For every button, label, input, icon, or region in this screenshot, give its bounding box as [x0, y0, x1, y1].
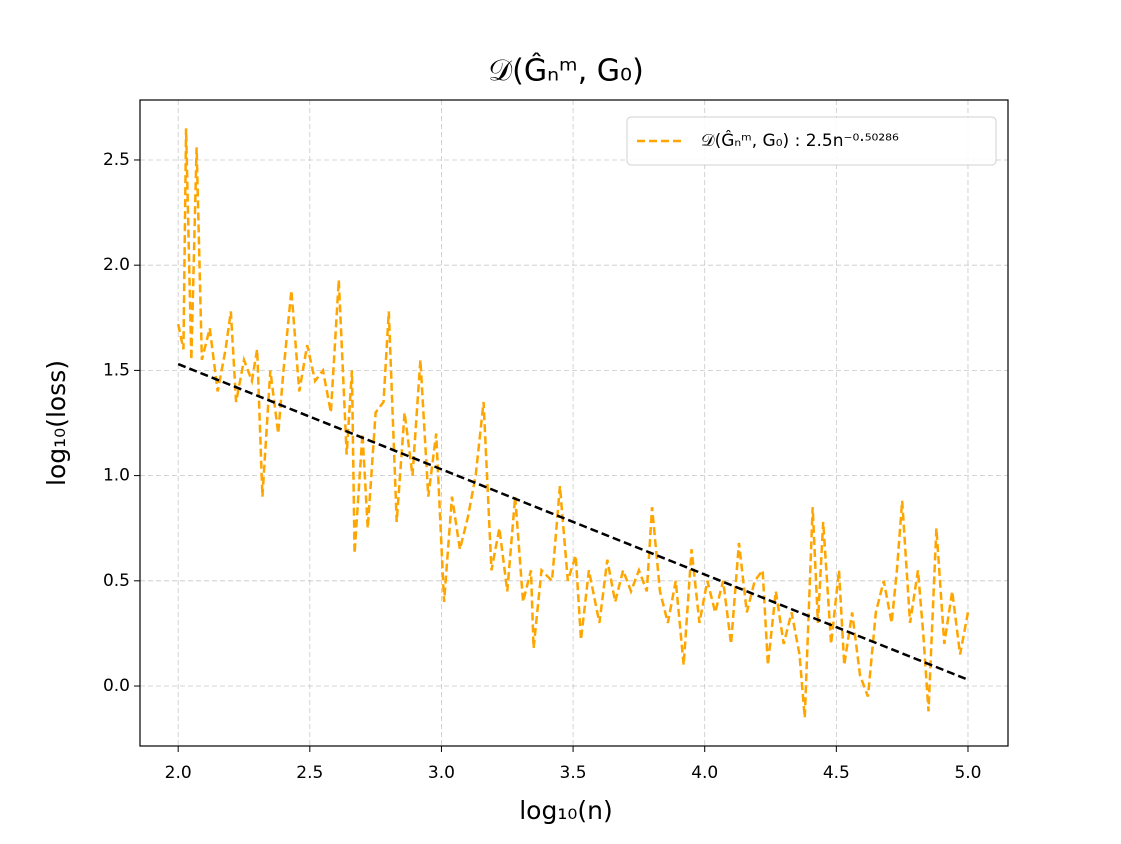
x-axis-label: log₁₀(n)	[519, 796, 613, 825]
x-tick-label: 2.5	[296, 763, 323, 783]
x-tick-label: 3.0	[428, 763, 455, 783]
data-line	[176, 128, 970, 718]
y-tick-label: 1.5	[103, 360, 130, 380]
chart-title: 𝒟(Ĝₙᵐ, G₀)	[488, 52, 644, 89]
x-tick-label: 3.5	[560, 763, 587, 783]
y-tick-label: 1.0	[103, 466, 130, 486]
plot-frame	[139, 99, 1009, 747]
y-tick-label: 0.0	[103, 676, 130, 696]
x-tick-label: 2.0	[165, 763, 192, 783]
x-tick-label: 4.0	[691, 763, 718, 783]
legend-label: 𝒟(Ĝₙᵐ, G₀) : 2.5n⁻⁰·⁵⁰²⁸⁶	[701, 129, 899, 151]
y-axis-label: log₁₀(loss)	[42, 360, 71, 486]
x-tick-label: 5.0	[954, 763, 981, 783]
y-tick-label: 0.5	[103, 571, 130, 591]
y-tick-label: 2.0	[103, 255, 130, 275]
legend-box	[626, 116, 997, 166]
x-tick-label: 4.5	[823, 763, 850, 783]
fit-line	[177, 362, 969, 681]
y-tick-label: 2.5	[103, 150, 130, 170]
